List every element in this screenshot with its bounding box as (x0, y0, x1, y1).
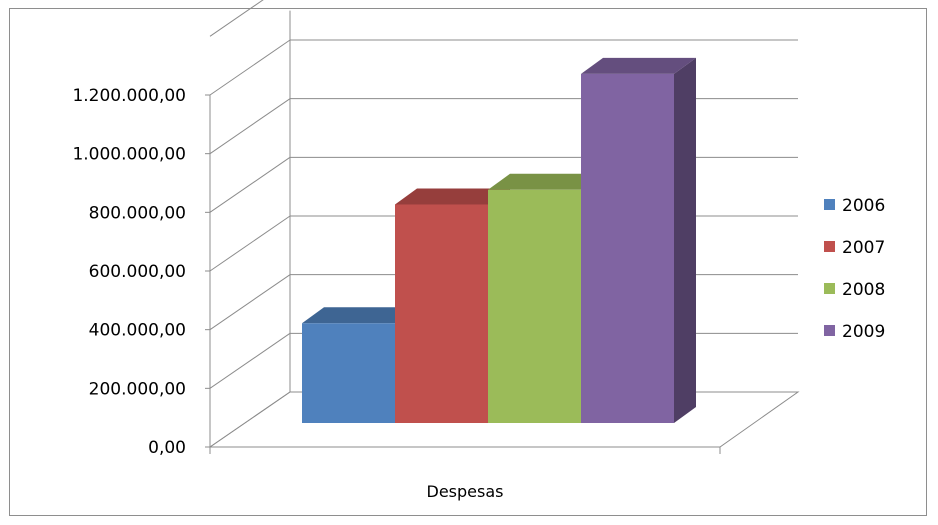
legend-swatch (824, 241, 835, 252)
legend-item-2009: 2009 (824, 322, 885, 342)
legend-item-2007: 2007 (824, 238, 885, 258)
bar-front (488, 189, 581, 423)
y-tick-label: 800.000,00 (89, 203, 186, 223)
legend-label: 2006 (842, 196, 885, 216)
y-tick-label: 600.000,00 (89, 262, 186, 282)
y-tick-label: 400.000,00 (89, 321, 186, 341)
y-tick-labels: 0,00 200.000,00 400.000,00 600.000,00 800.00… (72, 86, 186, 458)
bar-front (302, 323, 395, 423)
bar-top (581, 57, 696, 74)
legend-label: 2008 (842, 280, 885, 300)
floor (208, 391, 800, 448)
legend-item-2008: 2008 (824, 280, 885, 300)
bars (302, 57, 696, 423)
side-wall-gridline (209, 39, 291, 96)
side-wall-gridline (209, 215, 291, 272)
bar-2009 (581, 57, 696, 423)
legend-item-2006: 2006 (824, 196, 885, 216)
legend-swatch (824, 199, 835, 210)
side-wall-gridline (209, 156, 291, 213)
bar-front (395, 204, 488, 423)
legend-swatch (824, 325, 835, 336)
bar-top (488, 173, 603, 190)
legend-label: 2007 (842, 238, 885, 258)
side-wall-gridline (209, 274, 291, 331)
bar-top (302, 307, 417, 324)
legend: 2006 2007 2008 2009 (824, 196, 885, 342)
y-tick-label: 0,00 (148, 438, 186, 458)
legend-swatch (824, 283, 835, 294)
bar-side (674, 57, 696, 423)
side-wall-gridline (209, 0, 264, 37)
side-wall-gridline (209, 332, 291, 389)
y-tick-label: 200.000,00 (89, 379, 186, 399)
y-tick-label: 1.000.000,00 (72, 145, 186, 165)
axes (205, 94, 800, 454)
side-wall-gridline (209, 98, 291, 155)
bar-front (581, 73, 674, 423)
category-labels: Despesas (427, 482, 504, 501)
legend-label: 2009 (842, 322, 885, 342)
y-tick-label: 1.200.000,00 (72, 86, 186, 106)
bar-top (395, 188, 510, 205)
category-label: Despesas (427, 482, 504, 501)
